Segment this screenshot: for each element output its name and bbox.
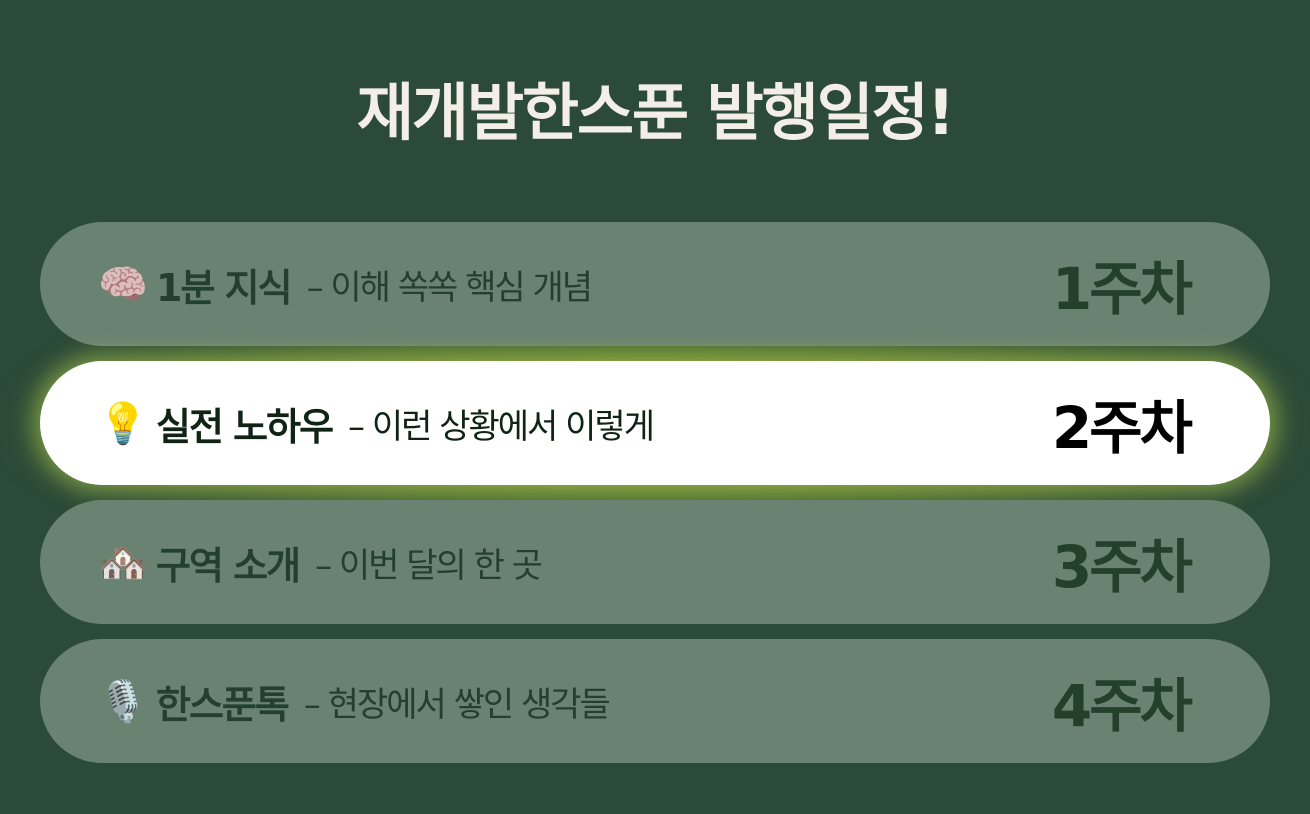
row-name: 실전 노하우 xyxy=(156,404,334,449)
row-week: 2주차 xyxy=(1051,394,1193,462)
schedule-row-week-3: 🏘️ 구역 소개 – 이번 달의 한 곳 3주차 xyxy=(40,500,1270,624)
row-description: – 현장에서 쌓인 생각들 xyxy=(303,684,611,725)
row-description: – 이해 쏙쏙 핵심 개념 xyxy=(306,267,593,308)
row-description: – 이런 상황에서 이렇게 xyxy=(348,406,655,447)
schedule-row-week-4: 🎙️ 한스푼톡 – 현장에서 쌓인 생각들 4주차 xyxy=(40,639,1270,763)
houses-icon: 🏘️ xyxy=(98,539,148,586)
row-name: 구역 소개 xyxy=(156,543,301,588)
row-week: 1주차 xyxy=(1051,255,1193,323)
row-week: 4주차 xyxy=(1051,672,1193,740)
row-name: 1분 지식 xyxy=(156,265,293,310)
row-description: – 이번 달의 한 곳 xyxy=(315,545,543,586)
brain-icon: 🧠 xyxy=(98,261,148,308)
schedule-row-week-2: 💡 실전 노하우 – 이런 상황에서 이렇게 2주차 xyxy=(40,361,1270,485)
row-name: 한스푼톡 xyxy=(156,682,290,727)
schedule-row-week-1: 🧠 1분 지식 – 이해 쏙쏙 핵심 개념 1주차 xyxy=(40,222,1270,346)
page-title: 재개발한스푼 발행일정! xyxy=(356,76,955,149)
row-week: 3주차 xyxy=(1051,533,1193,601)
lightbulb-icon: 💡 xyxy=(98,400,148,447)
microphone-icon: 🎙️ xyxy=(98,678,148,725)
